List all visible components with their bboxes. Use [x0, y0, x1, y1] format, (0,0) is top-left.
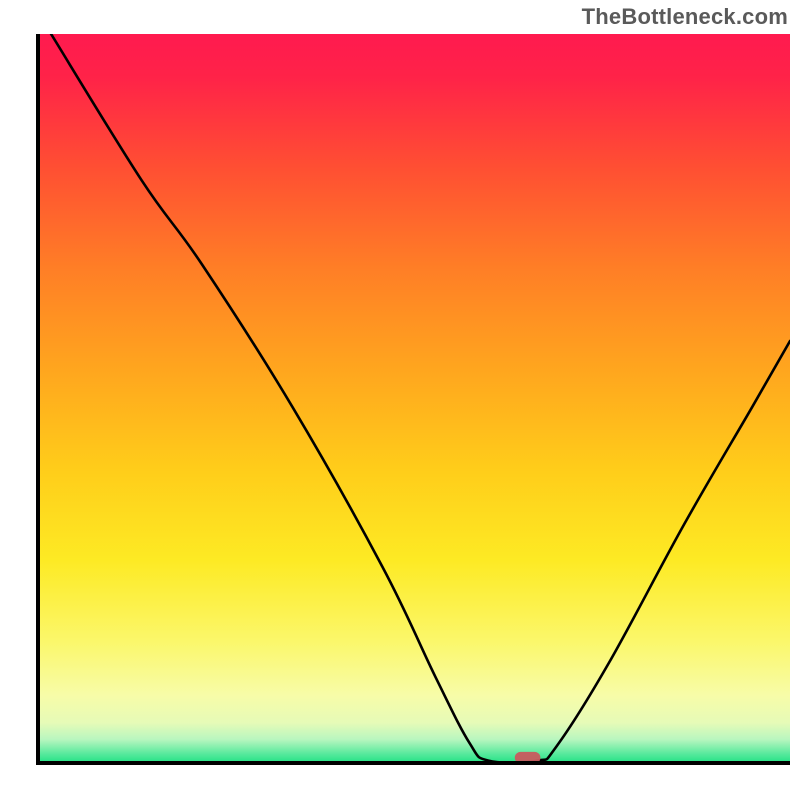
axes-border: [36, 34, 790, 765]
bottleneck-chart: TheBottleneck.com: [0, 0, 800, 800]
watermark-text: TheBottleneck.com: [582, 4, 788, 30]
